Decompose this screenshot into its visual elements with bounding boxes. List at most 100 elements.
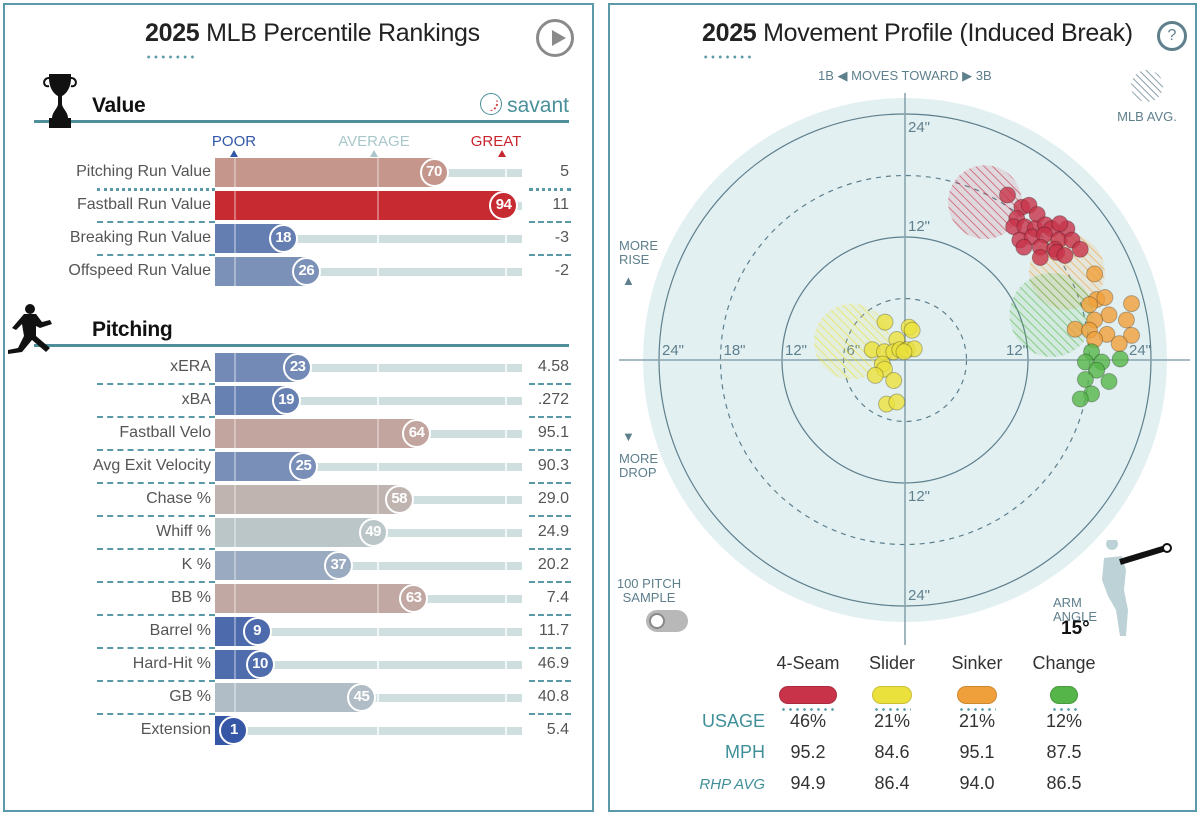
row-divider [97,713,215,715]
row-divider [97,221,215,223]
section-value-header: Value savant [34,74,569,128]
tick-label-left-18: 18" [724,342,746,359]
row-divider [529,383,571,385]
percentile-bar [215,158,434,187]
percentile-row[interactable]: BB % 63 7.4 [5,584,596,614]
percentile-bar [215,419,417,448]
percentile-badge: 58 [384,485,414,514]
percentile-row[interactable]: Breaking Run Value 18 -3 [5,224,596,254]
pitch-type-column[interactable]: Change [1019,653,1109,711]
metric-value: 90.3 [537,457,569,474]
bar-tick [234,191,236,220]
pitch-point-sinker [1123,326,1141,344]
pitch-point-change [1111,350,1129,368]
percentile-track [218,268,522,276]
percentile-track [218,397,522,405]
percentile-row[interactable]: Pitching Run Value 70 5 [5,158,596,188]
track-tick [377,727,379,735]
baseball-icon [480,93,503,115]
help-icon[interactable]: ? [1157,21,1187,51]
percentile-row[interactable]: GB % 45 40.8 [5,683,596,713]
percentile-row[interactable]: Chase % 58 29.0 [5,485,596,515]
pitch-color-swatch [957,686,997,704]
pitch-point-4-seam [1015,238,1033,256]
percentile-row[interactable]: Extension 1 5.4 [5,716,596,746]
percentile-badge: 1 [219,716,249,745]
percentile-bar [215,191,504,220]
bar-tick [377,485,379,514]
track-tick [505,169,507,177]
bar-tick [377,191,379,220]
savant-logo[interactable]: savant [480,93,569,118]
title-underline [145,55,195,59]
pitch-type-column[interactable]: 4-Seam [763,653,853,711]
pitch-dots [958,708,996,711]
pitch-type-name: Change [1032,653,1096,673]
left-arrow-icon: ◀ [837,68,848,83]
metric-label: Breaking Run Value [69,229,211,246]
row-divider [529,614,571,616]
row-divider [529,449,571,451]
savant-brand-text: savant [507,94,569,117]
percentile-row[interactable]: Barrel % 9 11.7 [5,617,596,647]
percentile-row[interactable]: xBA 19 .272 [5,386,596,416]
percentile-row[interactable]: Offspeed Run Value 26 -2 [5,257,596,287]
metric-label: xBA [181,391,211,408]
percentile-row[interactable]: Avg Exit Velocity 25 90.3 [5,452,596,482]
bar-tick [234,551,236,580]
pitch-rhp_avg-value: 94.0 [959,773,995,793]
row-divider [97,680,215,682]
metric-value: 29.0 [537,490,569,507]
pitch-point-sinker [1081,296,1098,314]
more-drop-label: MORE DROP [619,451,658,480]
pitch-type-column[interactable]: Sinker [932,653,1022,711]
pitch-point-sinker [1110,335,1128,353]
metric-label: Extension [140,721,211,738]
arm-angle-pitcher-icon [1102,540,1172,636]
mlb-avg-hatch-icon [1131,70,1163,102]
play-icon[interactable] [536,19,574,57]
metric-label: K % [181,556,211,573]
direction-moves-toward: MOVES TOWARD [851,68,959,83]
percentile-badge: 94 [489,191,519,220]
pitch-point-sinker [1100,306,1118,324]
movement-title: 2025 Movement Profile (Induced Break) [702,19,1133,48]
track-tick [505,397,507,405]
pitch-type-name: Slider [868,653,916,673]
pitch-point-change [1071,390,1089,408]
row-label-mph: MPH [725,742,765,762]
track-tick [505,463,507,471]
percentile-badge: 18 [268,224,298,253]
movement-chart: 24"18"12"6"12"24"24"12"12"24" [619,93,1190,645]
title-text: MLB Percentile Rankings [199,19,480,47]
percentile-row[interactable]: Whiff % 49 24.9 [5,518,596,548]
pitch-type-column[interactable]: Slider [847,653,937,711]
pitch-point-sinker [1123,295,1141,313]
pitch-point-slider [888,393,906,411]
row-divider [97,254,215,256]
row-divider [529,482,571,484]
metric-value: 5.4 [546,721,569,738]
row-divider [97,383,215,385]
pitch-rhp_avg-value: 94.9 [790,773,826,793]
down-arrow-icon: ▼ [622,429,635,444]
track-tick [377,694,379,702]
percentile-row[interactable]: Fastball Run Value 94 11 [5,191,596,221]
metric-value: 20.2 [537,556,569,573]
percentile-row[interactable]: Fastball Velo 64 95.1 [5,419,596,449]
percentile-row[interactable]: K % 37 20.2 [5,551,596,581]
section-pitching-label: Pitching [92,318,173,341]
section-value-label: Value [92,94,146,117]
percentile-badge: 9 [242,617,272,646]
arm-angle-label: ARM ANGLE [1053,595,1098,624]
pitch-sample-toggle[interactable] [646,610,688,632]
percentile-badge: 70 [419,158,449,187]
percentile-bar [215,551,339,580]
track-tick [505,727,507,735]
percentile-row[interactable]: xERA 23 4.58 [5,353,596,383]
percentile-row[interactable]: Hard-Hit % 10 46.9 [5,650,596,680]
pitch-point-slider [895,343,913,361]
pitch-point-slider [885,372,903,389]
bar-tick [377,419,379,448]
direction-1b: 1B [818,68,834,83]
